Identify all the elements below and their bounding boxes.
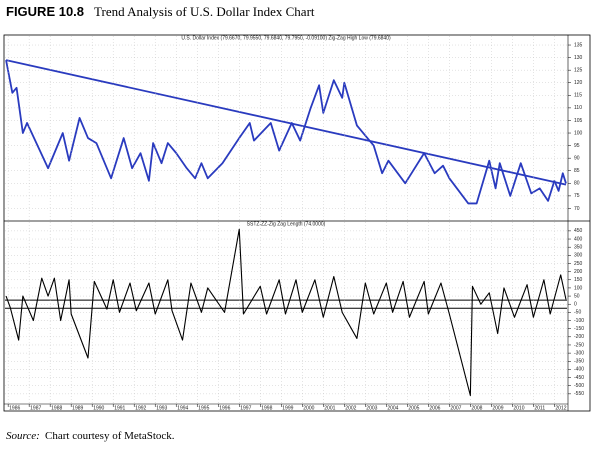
x-tick-label: 2001 [324,405,335,411]
y-tick-label: 105 [574,118,583,124]
x-tick-label: 1994 [177,405,188,411]
y-tick-label: -350 [574,359,584,365]
x-tick-label: 1996 [219,405,230,411]
y-tick-label: 80 [574,181,580,187]
y-tick-label: 350 [574,245,583,251]
x-tick-label: 2006 [429,405,440,411]
y-tick-label: -150 [574,326,584,332]
y-tick-label: -100 [574,318,584,324]
x-tick-label: 2007 [450,405,461,411]
source-text: Chart courtesy of MetaStock. [45,430,175,442]
y-tick-label: 90 [574,155,580,161]
y-tick-label: 135 [574,42,583,48]
y-tick-label: 300 [574,253,583,259]
y-tick-label: -450 [574,375,584,381]
y-tick-label: -200 [574,334,584,340]
x-tick-label: 2003 [366,405,377,411]
panel-title: U.S. Dollar Index (79.6670, 79.9550, 79.… [181,35,391,41]
x-tick-label: 1986 [9,405,20,411]
x-tick-label: 2005 [408,405,419,411]
x-tick-label: 2002 [345,405,356,411]
series-line [5,59,567,205]
source-label: Source: [6,430,40,442]
x-tick-label: 1998 [261,405,272,411]
y-tick-label: 115 [574,93,582,99]
x-tick-label: 1988 [51,405,62,411]
y-tick-label: 400 [574,236,583,242]
y-tick-label: 130 [574,55,583,61]
y-tick-label: 120 [574,80,583,86]
x-tick-label: 1987 [30,405,41,411]
x-tick-label: 1990 [93,405,104,411]
series-line [5,59,567,186]
y-tick-label: 150 [574,277,583,283]
y-tick-label: 125 [574,67,583,73]
y-tick-label: -400 [574,367,584,373]
y-tick-label: 110 [574,105,582,111]
panel-title: SSTZ-ZZ-Zig Zag Length (74.0000) [247,221,326,227]
y-tick-label: 100 [574,130,583,136]
figure-label: FIGURE 10.8 [6,4,84,19]
y-tick-label: -50 [574,310,581,316]
x-tick-label: 2009 [492,405,503,411]
y-tick-label: -550 [574,391,584,397]
y-tick-label: -250 [574,342,584,348]
y-tick-label: 75 [574,193,580,199]
chart-frame [3,34,591,412]
y-tick-label: -300 [574,350,584,356]
y-tick-label: 250 [574,261,583,267]
x-tick-label: 1991 [114,405,125,411]
x-tick-label: 2012 [555,405,566,411]
x-tick-label: 1989 [72,405,83,411]
x-tick-label: 2010 [513,405,524,411]
y-tick-label: 0 [574,302,577,308]
y-tick-label: -500 [574,383,584,389]
y-tick-label: 50 [574,293,580,299]
x-tick-label: 2000 [303,405,314,411]
y-tick-label: 70 [574,206,580,212]
y-tick-label: 200 [574,269,583,275]
y-tick-label: 450 [574,228,583,234]
x-tick-label: 1995 [198,405,209,411]
x-tick-label: 2011 [534,405,545,411]
y-tick-label: 95 [574,143,580,149]
y-tick-label: 85 [574,168,580,174]
x-tick-label: 1999 [282,405,293,411]
x-tick-label: 1997 [240,405,251,411]
x-tick-label: 1993 [156,405,167,411]
x-tick-label: 2008 [471,405,482,411]
x-tick-label: 2004 [387,405,398,411]
y-tick-label: 100 [574,285,583,291]
x-tick-label: 1992 [135,405,146,411]
figure-title: Trend Analysis of U.S. Dollar Index Char… [94,4,315,19]
series-line [5,228,567,397]
